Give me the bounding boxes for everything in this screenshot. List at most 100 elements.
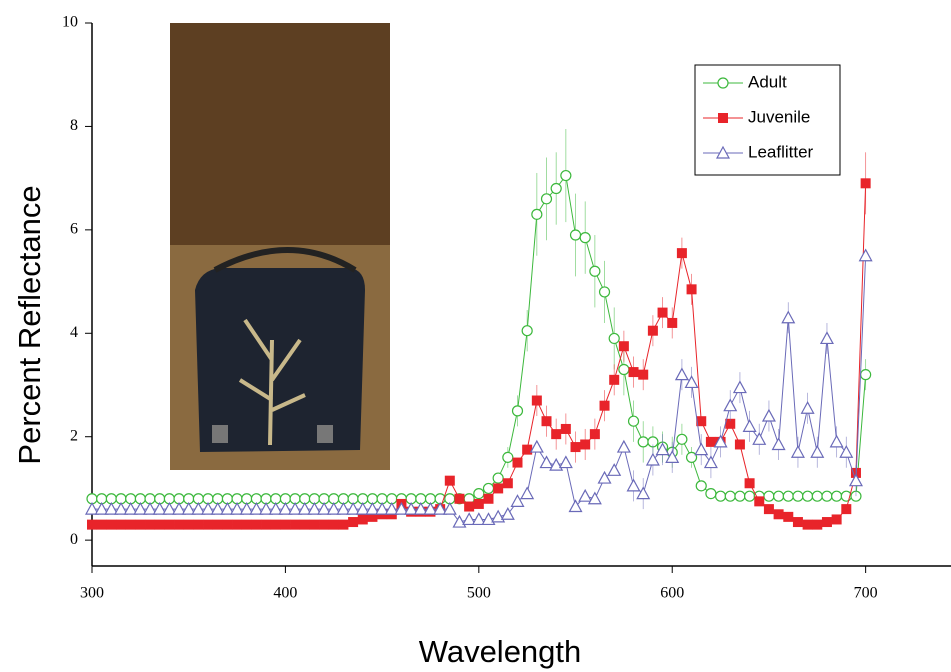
- data-point: [529, 439, 544, 453]
- data-point: [346, 501, 361, 515]
- data-point: [734, 439, 745, 450]
- data-point: [541, 416, 552, 427]
- data-point: [763, 504, 774, 515]
- data-point: [705, 436, 716, 447]
- data-point: [858, 248, 873, 262]
- data-point: [482, 482, 495, 495]
- data-point: [522, 444, 533, 455]
- data-point: [444, 475, 455, 486]
- data-point: [241, 519, 252, 530]
- data-point: [299, 519, 310, 530]
- data-point: [839, 444, 854, 458]
- data-point: [404, 501, 419, 515]
- data-point: [191, 501, 206, 515]
- data-point: [106, 519, 117, 530]
- y-tick-label: 2: [70, 427, 78, 444]
- data-point: [800, 401, 815, 414]
- data-point: [665, 450, 680, 463]
- data-point: [831, 490, 843, 502]
- data-point: [357, 514, 368, 525]
- data-point: [249, 501, 264, 515]
- data-point: [384, 501, 399, 515]
- legend-label: Juvenile: [748, 107, 810, 126]
- data-point: [540, 193, 553, 205]
- data-point: [288, 501, 303, 515]
- data-point: [578, 488, 593, 502]
- data-point: [280, 519, 291, 530]
- data-point: [317, 501, 332, 515]
- data-point: [732, 380, 747, 394]
- data-point: [684, 375, 699, 389]
- data-point: [183, 519, 194, 530]
- data-point: [297, 501, 312, 515]
- data-point: [860, 178, 871, 189]
- data-point: [251, 519, 262, 530]
- data-point: [96, 519, 107, 530]
- data-point: [135, 519, 146, 530]
- data-point: [270, 519, 281, 530]
- data-point: [713, 434, 728, 448]
- data-point: [464, 501, 475, 512]
- data-point: [550, 182, 562, 195]
- data-point: [230, 501, 245, 515]
- data-point: [473, 498, 484, 509]
- data-point: [210, 501, 225, 515]
- data-point: [355, 501, 370, 515]
- data-point: [627, 415, 640, 427]
- data-point: [338, 519, 349, 530]
- data-point: [819, 331, 834, 345]
- data-point: [220, 501, 235, 515]
- data-point: [367, 511, 378, 522]
- data-point: [695, 480, 707, 492]
- data-point: [686, 284, 697, 295]
- data-point: [551, 429, 562, 440]
- data-point: [193, 519, 204, 530]
- data-point: [647, 325, 658, 336]
- data-point: [676, 433, 688, 445]
- legend-label: Leaflitter: [748, 142, 814, 161]
- y-tick-label: 10: [62, 14, 78, 31]
- data-point: [493, 483, 504, 494]
- data-point: [782, 490, 794, 502]
- data-point: [829, 434, 844, 448]
- data-point: [278, 501, 293, 515]
- data-point: [781, 310, 796, 324]
- data-point: [481, 512, 496, 526]
- y-tick-label: 0: [70, 531, 78, 548]
- data-point: [268, 501, 283, 515]
- data-point: [714, 490, 727, 502]
- data-point: [802, 490, 814, 502]
- data-point: [744, 478, 755, 489]
- data-point: [152, 501, 167, 515]
- legend-label: Adult: [748, 72, 787, 91]
- data-point: [587, 491, 602, 505]
- x-axis-label: Wavelength: [419, 634, 582, 669]
- data-point: [761, 408, 776, 422]
- data-point: [181, 501, 196, 515]
- data-point: [657, 307, 668, 318]
- x-tick-label: 300: [80, 585, 104, 602]
- data-point: [811, 490, 823, 502]
- data-point: [133, 501, 148, 515]
- data-point: [589, 429, 600, 440]
- data-point: [703, 455, 718, 469]
- data-point: [636, 486, 651, 500]
- data-point: [598, 286, 611, 298]
- data-point: [164, 519, 175, 530]
- data-point: [723, 398, 738, 412]
- data-point: [821, 517, 832, 528]
- data-point: [734, 490, 746, 502]
- data-point: [462, 512, 477, 526]
- data-point: [114, 501, 129, 515]
- data-point: [676, 248, 687, 259]
- data-point: [531, 208, 543, 220]
- data-point: [628, 367, 639, 378]
- data-point: [579, 232, 591, 244]
- data-point: [773, 509, 784, 520]
- y-tick-label: 6: [70, 221, 78, 238]
- data-point: [783, 511, 794, 522]
- data-point: [212, 519, 223, 530]
- data-point: [87, 519, 97, 530]
- data-point: [725, 418, 736, 429]
- data-point: [143, 501, 158, 515]
